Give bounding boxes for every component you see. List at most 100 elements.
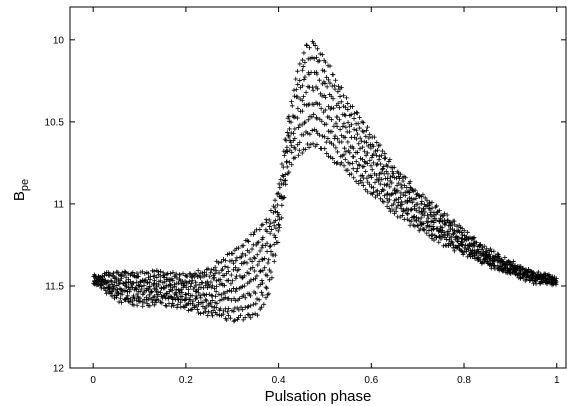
y-tick-label: 12: [53, 364, 65, 375]
data-point: [342, 157, 348, 162]
data-point: [111, 270, 116, 276]
data-point: [190, 298, 196, 304]
data-point: [276, 222, 281, 227]
data-point: [346, 148, 352, 154]
data-point: [231, 309, 237, 314]
data-point: [242, 283, 247, 289]
data-point: [218, 292, 224, 298]
data-point: [428, 209, 434, 215]
y-axis-title: Bpe: [11, 179, 31, 201]
data-point: [506, 260, 512, 266]
data-point: [97, 282, 103, 288]
data-point: [299, 150, 305, 156]
data-point: [339, 139, 345, 145]
data-point: [260, 280, 265, 286]
data-point: [302, 119, 308, 125]
data-point: [227, 258, 233, 264]
data-point: [162, 285, 168, 291]
data-point: [476, 256, 482, 262]
data-point: [470, 252, 476, 258]
data-point: [411, 188, 416, 194]
data-point: [540, 280, 546, 285]
data-point: [138, 280, 143, 285]
data-point: [220, 311, 226, 317]
data-point: [254, 273, 260, 279]
data-point: [259, 245, 265, 251]
data-point: [253, 276, 258, 282]
data-point: [457, 247, 463, 253]
data-point: [234, 286, 239, 292]
data-point: [275, 190, 281, 196]
data-point: [543, 279, 549, 285]
data-point: [310, 87, 316, 93]
data-point: [198, 311, 203, 316]
data-point: [440, 219, 445, 224]
data-point: [198, 300, 204, 306]
data-point: [471, 243, 477, 249]
data-point: [343, 149, 349, 154]
data-point: [257, 282, 263, 287]
data-point: [418, 201, 424, 207]
data-point: [314, 142, 320, 147]
data-point: [502, 255, 508, 260]
data-point: [252, 229, 257, 235]
data-point: [332, 83, 337, 89]
data-point: [93, 273, 98, 279]
data-point: [124, 289, 130, 294]
data-point: [147, 296, 153, 302]
data-point: [116, 271, 121, 277]
data-point: [148, 290, 154, 296]
data-point: [351, 175, 357, 181]
data-point: [319, 93, 325, 99]
data-point: [364, 128, 369, 133]
data-point: [361, 120, 366, 126]
data-point: [266, 291, 272, 297]
data-point: [328, 93, 334, 99]
data-point: [242, 315, 248, 320]
data-point: [317, 77, 322, 83]
data-point: [260, 292, 266, 298]
data-point: [279, 215, 284, 221]
data-point: [434, 235, 439, 240]
data-point: [499, 267, 504, 273]
data-point: [305, 130, 310, 136]
data-point: [344, 95, 349, 101]
data-point: [267, 244, 273, 250]
data-point: [194, 295, 200, 301]
data-point: [153, 300, 159, 305]
data-point: [216, 260, 221, 266]
data-point: [511, 266, 516, 272]
data-point: [176, 297, 181, 303]
data-point: [95, 282, 101, 287]
data-point: [398, 190, 404, 196]
data-point: [447, 223, 453, 229]
data-point: [297, 61, 303, 67]
data-point: [449, 234, 455, 240]
data-point: [345, 101, 351, 106]
data-point: [337, 117, 342, 123]
data-point: [374, 140, 380, 145]
data-point: [461, 249, 467, 255]
data-point: [311, 40, 316, 46]
data-point: [385, 163, 391, 169]
data-point: [214, 301, 220, 306]
data-point: [229, 258, 235, 263]
data-point: [238, 304, 244, 310]
data-point: [154, 289, 159, 295]
data-point: [268, 269, 274, 275]
data-point: [275, 228, 281, 234]
data-point: [369, 184, 374, 190]
data-point: [320, 52, 325, 58]
data-point: [354, 169, 360, 174]
data-point: [268, 208, 274, 213]
data-point: [473, 250, 479, 256]
x-tick-label: 0: [90, 375, 96, 386]
data-point: [326, 104, 331, 109]
data-point: [245, 312, 251, 317]
data-point: [436, 234, 442, 239]
data-point: [231, 260, 236, 266]
data-point: [285, 149, 290, 154]
data-point: [213, 268, 219, 273]
data-point: [199, 280, 204, 285]
data-point: [166, 283, 172, 289]
